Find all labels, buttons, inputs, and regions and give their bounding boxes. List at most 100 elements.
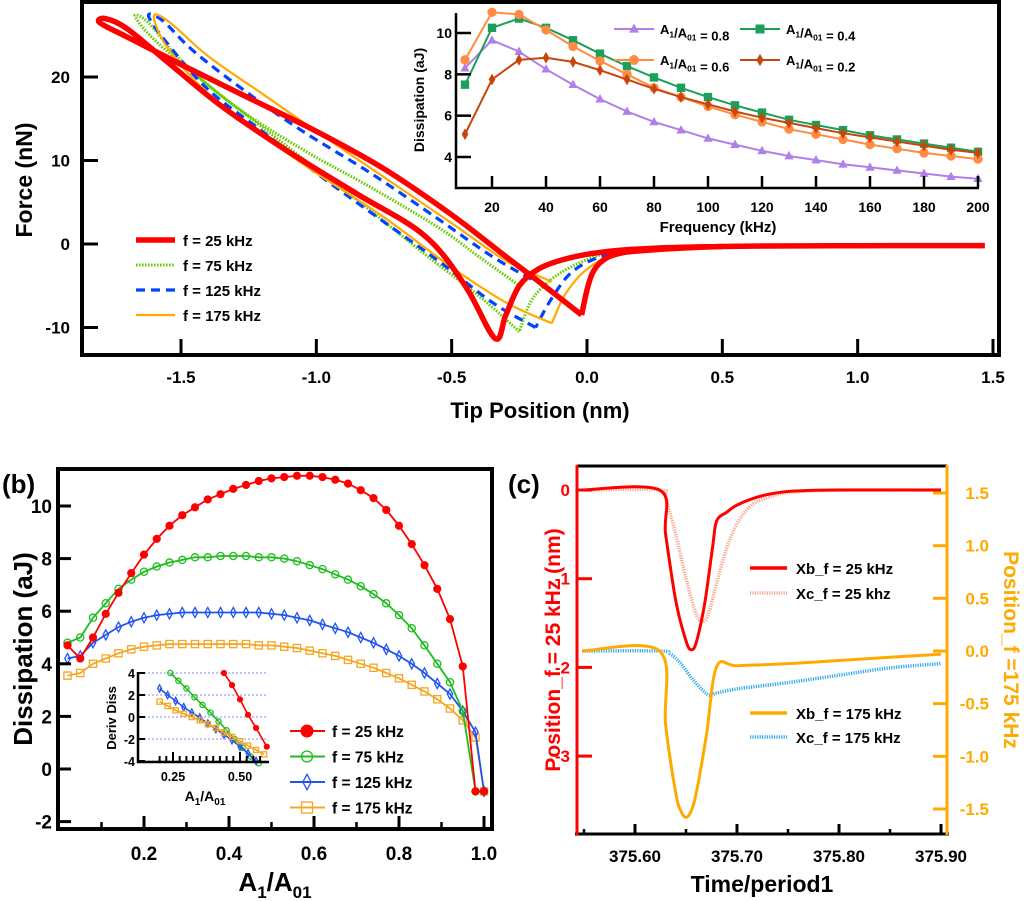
x-tick-label: 140 bbox=[804, 199, 828, 215]
panel-b-xlabel: A1/A01 bbox=[238, 867, 311, 901]
series-f-75-khz-point bbox=[177, 555, 187, 565]
series-f-125-khz-point bbox=[268, 607, 275, 621]
legend-label: f = 175 kHz bbox=[183, 308, 261, 325]
legend-label: Xc_f = 25 khz bbox=[796, 586, 891, 603]
series-f-25-khz-point bbox=[445, 614, 455, 624]
x-tick-label: 1.5 bbox=[981, 368, 1005, 387]
series-f-25-khz-point bbox=[101, 609, 110, 618]
series-f-25-khz-loop bbox=[95, 15, 723, 342]
series-f-175-khz-point bbox=[292, 643, 302, 653]
panel-c: (c) 375.60 375.70 375.80 375.90 -3 -2 -1 0 -1.5 -… bbox=[508, 464, 1022, 897]
panel-c-xlabel: Time/period1 bbox=[691, 871, 834, 897]
series-a1-a01-0-4-point bbox=[649, 73, 659, 82]
y-tick-label: 4 bbox=[41, 655, 52, 676]
series-f-175-khz-point bbox=[188, 713, 196, 721]
series-f-75-khz-point bbox=[394, 610, 404, 620]
series-f-175-khz-point bbox=[88, 659, 98, 669]
y-tick-label: 10 bbox=[51, 152, 70, 171]
y-right-tick-label: 1.5 bbox=[965, 484, 989, 503]
series-a1-a01-0-8-point bbox=[838, 159, 848, 168]
series-f-75-khz-point bbox=[190, 553, 200, 562]
series-f-25-khz-point bbox=[458, 662, 467, 671]
series-a1-a01-0-4-point bbox=[703, 92, 713, 102]
series-f-125-khz-point bbox=[344, 625, 352, 639]
series-a1-a01-0-2-point bbox=[812, 122, 820, 134]
series-a1-a01-0-6-point bbox=[541, 25, 551, 35]
series-f-175-khz-point bbox=[196, 717, 204, 724]
series-f-25-khz-point bbox=[127, 568, 136, 578]
series-f-75-khz-point bbox=[432, 659, 442, 669]
series-f-175-khz-point bbox=[241, 639, 251, 649]
legend-marker-a1-a01-0-2 bbox=[756, 53, 764, 67]
legend-label: A1/A01 = 0.6 bbox=[660, 53, 729, 75]
series-f-75-khz-point bbox=[343, 575, 353, 584]
x-tick-label: 0.0 bbox=[575, 368, 599, 387]
series-f-25-khz-point bbox=[382, 505, 391, 515]
series-a1-a01-0-2-point bbox=[866, 131, 874, 144]
series-f-175-khz-point bbox=[101, 654, 111, 663]
series-f-25-khz-point bbox=[178, 511, 187, 520]
series-f-175-khz-point bbox=[164, 702, 171, 710]
series-f-125-khz-point bbox=[408, 657, 416, 671]
panel-a-frame bbox=[80, 0, 1001, 357]
series-a1-a01-0-4-point bbox=[487, 23, 497, 33]
panel-b-legend: f = 25 kHz f = 75 kHz f = 125 kHz f = 175 k… bbox=[290, 724, 413, 818]
series-f-25-khz-point bbox=[267, 474, 276, 483]
legend-label: Xc_f = 175 kHz bbox=[796, 730, 901, 747]
panel-a-ylabel: Force (nN) bbox=[11, 123, 37, 238]
series-f-75-khz-point bbox=[458, 706, 467, 716]
x-tick-label: 40 bbox=[538, 199, 554, 215]
series-a1-a01-0-2-point bbox=[947, 143, 955, 156]
series-f-75-khz-point bbox=[175, 677, 182, 684]
panel-a-inset: 20 40 60 80 100 120 140 160 180 200 4 6 8 10 Frequenc… bbox=[411, 7, 990, 236]
series-f-125-khz-point bbox=[370, 636, 377, 650]
series-f-175-khz-point bbox=[267, 641, 276, 650]
y-left-tick-label: 0 bbox=[561, 481, 570, 500]
y-right-tick-label: 1.0 bbox=[965, 537, 989, 556]
series-xc-f-175-khz bbox=[581, 649, 942, 698]
series-a1-a01-0-2-point bbox=[461, 128, 469, 141]
x-tick-label: 375.70 bbox=[711, 847, 763, 866]
series-f-75-khz-point bbox=[88, 613, 98, 623]
y-tick-label: 2 bbox=[128, 689, 135, 703]
series-f-25-khz-point bbox=[479, 787, 489, 796]
legend-label: A1/A01 = 0.8 bbox=[660, 22, 729, 44]
series-f-25-khz-line bbox=[66, 474, 484, 793]
x-tick-label: 0.2 bbox=[131, 844, 157, 865]
legend-label: Xb_f = 175 kHz bbox=[796, 706, 901, 723]
x-tick-label: 0.50 bbox=[228, 770, 252, 784]
panel-a: -1.5 -1.0 -0.5 0.0 0.5 1.0 1.5 -10 0 10 20 Tip Pos… bbox=[11, 0, 1005, 423]
series-a1-a01-0-2-line bbox=[464, 56, 979, 154]
legend-label: f = 75 kHz bbox=[332, 750, 404, 767]
series-f-175-khz-point bbox=[172, 707, 179, 714]
legend-label: f = 125 kHz bbox=[332, 775, 413, 792]
y-tick-label: 4 bbox=[128, 667, 135, 681]
series-a1-a01-0-2-point bbox=[974, 146, 982, 159]
panel-b-ylabel: Dissipation (aJ) bbox=[8, 552, 38, 746]
series-f-75-khz-point bbox=[183, 685, 190, 692]
series-f-25-khz-point bbox=[244, 711, 252, 718]
y-tick-label: 20 bbox=[51, 68, 70, 87]
series-f-25-khz-point bbox=[343, 479, 353, 488]
panel-c-label: (c) bbox=[508, 469, 540, 499]
series-a1-a01-0-8-point bbox=[892, 165, 902, 174]
series-f-175-khz-loop bbox=[152, 13, 553, 325]
series-f-75-khz-point bbox=[101, 599, 111, 608]
series-f-125-khz-point bbox=[197, 712, 203, 723]
y-tick-label: -10 bbox=[45, 319, 70, 338]
series-a1-a01-0-2-point bbox=[650, 82, 658, 95]
series-f-175-khz-point bbox=[152, 641, 161, 650]
series-f-25-khz-point bbox=[394, 521, 404, 530]
y-left-tick-label: -1 bbox=[555, 570, 570, 589]
series-f-175-khz-point bbox=[330, 651, 340, 661]
series-f-25-khz-point bbox=[318, 472, 327, 482]
series-f-25-khz-point bbox=[254, 476, 263, 486]
series-a1-a01-0-8-point bbox=[757, 145, 767, 155]
series-f-125-khz-point bbox=[331, 621, 339, 635]
x-tick-label: 120 bbox=[750, 199, 774, 215]
legend-marker-f-125-khz bbox=[302, 772, 312, 792]
series-f-175-khz-point bbox=[244, 742, 252, 749]
x-tick-label: 60 bbox=[592, 199, 608, 215]
panel-c-curves bbox=[581, 485, 942, 819]
